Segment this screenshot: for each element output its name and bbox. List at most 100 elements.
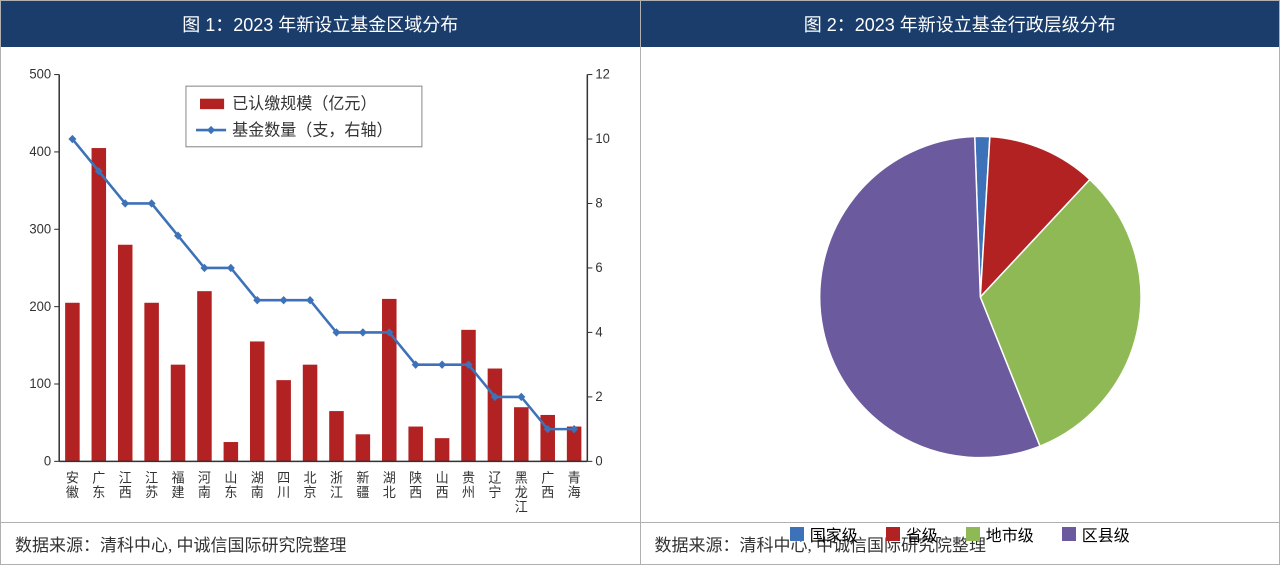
svg-text:建: 建: [172, 485, 185, 500]
svg-text:2: 2: [595, 389, 602, 404]
svg-text:北: 北: [304, 470, 317, 485]
svg-text:200: 200: [29, 299, 51, 314]
svg-text:徽: 徽: [66, 485, 79, 500]
svg-text:广: 广: [541, 470, 554, 485]
svg-text:河: 河: [198, 470, 211, 485]
svg-text:西: 西: [409, 485, 422, 500]
bar: [356, 434, 371, 461]
bar: [118, 245, 133, 462]
svg-text:山: 山: [224, 470, 237, 485]
svg-text:南: 南: [251, 485, 264, 500]
bar: [65, 303, 80, 462]
svg-text:江: 江: [330, 485, 343, 500]
svg-text:黑: 黑: [515, 470, 528, 485]
svg-text:南: 南: [198, 485, 211, 500]
pie-chart: [649, 62, 1272, 522]
pie-legend-swatch: [1062, 527, 1076, 541]
svg-text:四: 四: [277, 470, 290, 485]
line-marker: [438, 360, 446, 368]
legend-bar-label: 已认缴规模（亿元）: [232, 95, 376, 113]
bar: [92, 148, 107, 461]
svg-text:6: 6: [595, 260, 602, 275]
bar: [197, 291, 212, 461]
pie-legend-label: 地市级: [986, 522, 1034, 546]
svg-text:新: 新: [356, 470, 369, 485]
pie-legend-item: 地市级: [966, 522, 1034, 546]
bar: [461, 330, 476, 462]
bar: [224, 442, 239, 461]
bar: [303, 365, 318, 462]
svg-text:浙: 浙: [330, 470, 343, 485]
svg-text:0: 0: [595, 453, 602, 468]
svg-text:西: 西: [436, 485, 449, 500]
svg-text:京: 京: [304, 485, 317, 500]
svg-text:疆: 疆: [356, 485, 369, 500]
pie-legend: 国家级 省级 地市级 区县级: [649, 522, 1272, 550]
svg-text:100: 100: [29, 376, 51, 391]
left-footer: 数据来源：清科中心, 中诚信国际研究院整理: [1, 522, 640, 564]
bar: [435, 438, 450, 461]
bar: [382, 299, 397, 461]
pie-legend-item: 国家级: [790, 522, 858, 546]
svg-text:西: 西: [541, 485, 554, 500]
svg-text:辽: 辽: [488, 470, 501, 485]
pie-legend-swatch: [966, 527, 980, 541]
bar: [329, 411, 344, 461]
svg-text:宁: 宁: [488, 484, 501, 500]
svg-text:州: 州: [462, 485, 475, 500]
bar: [276, 380, 291, 461]
line-marker: [280, 296, 288, 304]
svg-text:川: 川: [277, 485, 290, 500]
svg-text:龙: 龙: [515, 485, 528, 500]
pie-legend-swatch: [790, 527, 804, 541]
svg-text:江: 江: [119, 470, 132, 485]
pie-legend-label: 国家级: [810, 522, 858, 546]
right-title: 图 2：2023 年新设立基金行政层级分布: [641, 1, 1280, 47]
svg-text:300: 300: [29, 221, 51, 236]
left-title: 图 1：2023 年新设立基金区域分布: [1, 1, 640, 47]
legend-line-label: 基金数量（支，右轴）: [232, 121, 392, 139]
svg-text:湖: 湖: [383, 470, 396, 485]
svg-text:东: 东: [224, 485, 237, 500]
bar: [171, 365, 186, 462]
svg-text:青: 青: [568, 470, 581, 485]
svg-text:8: 8: [595, 195, 602, 210]
svg-text:江: 江: [145, 470, 158, 485]
pie-legend-item: 区县级: [1062, 522, 1130, 546]
combo-chart: 0100200300400500024681012安徽广东江西江苏福建河南山东湖…: [9, 62, 632, 522]
svg-text:北: 北: [383, 485, 396, 500]
svg-text:海: 海: [568, 485, 581, 500]
pie-legend-swatch: [886, 527, 900, 541]
svg-text:福: 福: [172, 470, 185, 485]
legend-bar-swatch: [200, 99, 224, 109]
svg-text:0: 0: [44, 453, 51, 468]
svg-text:江: 江: [515, 499, 528, 514]
svg-text:12: 12: [595, 66, 610, 81]
svg-text:500: 500: [29, 66, 51, 81]
bar: [488, 369, 503, 462]
bar: [144, 303, 159, 462]
svg-text:陕: 陕: [409, 470, 422, 485]
panel-left: 图 1：2023 年新设立基金区域分布 0 100 200 300 400 500 0 2 4 6…: [1, 1, 641, 564]
svg-text:广: 广: [92, 470, 105, 485]
svg-text:苏: 苏: [145, 485, 158, 500]
svg-text:山: 山: [436, 470, 449, 485]
svg-text:东: 东: [92, 485, 105, 500]
pie-legend-label: 区县级: [1082, 522, 1130, 546]
svg-text:安: 安: [66, 470, 79, 485]
panel-right: 图 2：2023 年新设立基金行政层级分布 国家级省级地市级区县级 数据来源：清…: [641, 1, 1280, 564]
line-marker: [359, 328, 367, 336]
svg-text:4: 4: [595, 324, 603, 339]
bar: [250, 341, 265, 461]
svg-text:西: 西: [119, 485, 132, 500]
bar: [408, 427, 423, 462]
pie-legend-label: 省级: [906, 522, 938, 546]
left-chart-area: 0100200300400500024681012安徽广东江西江苏福建河南山东湖…: [1, 47, 640, 522]
bar: [514, 407, 529, 461]
pie-legend-item: 省级: [886, 522, 938, 546]
svg-text:400: 400: [29, 144, 51, 159]
right-chart-area: 国家级省级地市级区县级: [641, 47, 1280, 522]
svg-text:贵: 贵: [462, 470, 475, 485]
figure-container: 图 1：2023 年新设立基金区域分布 0 100 200 300 400 500 0 2 4 6…: [0, 0, 1280, 565]
svg-text:湖: 湖: [251, 470, 264, 485]
